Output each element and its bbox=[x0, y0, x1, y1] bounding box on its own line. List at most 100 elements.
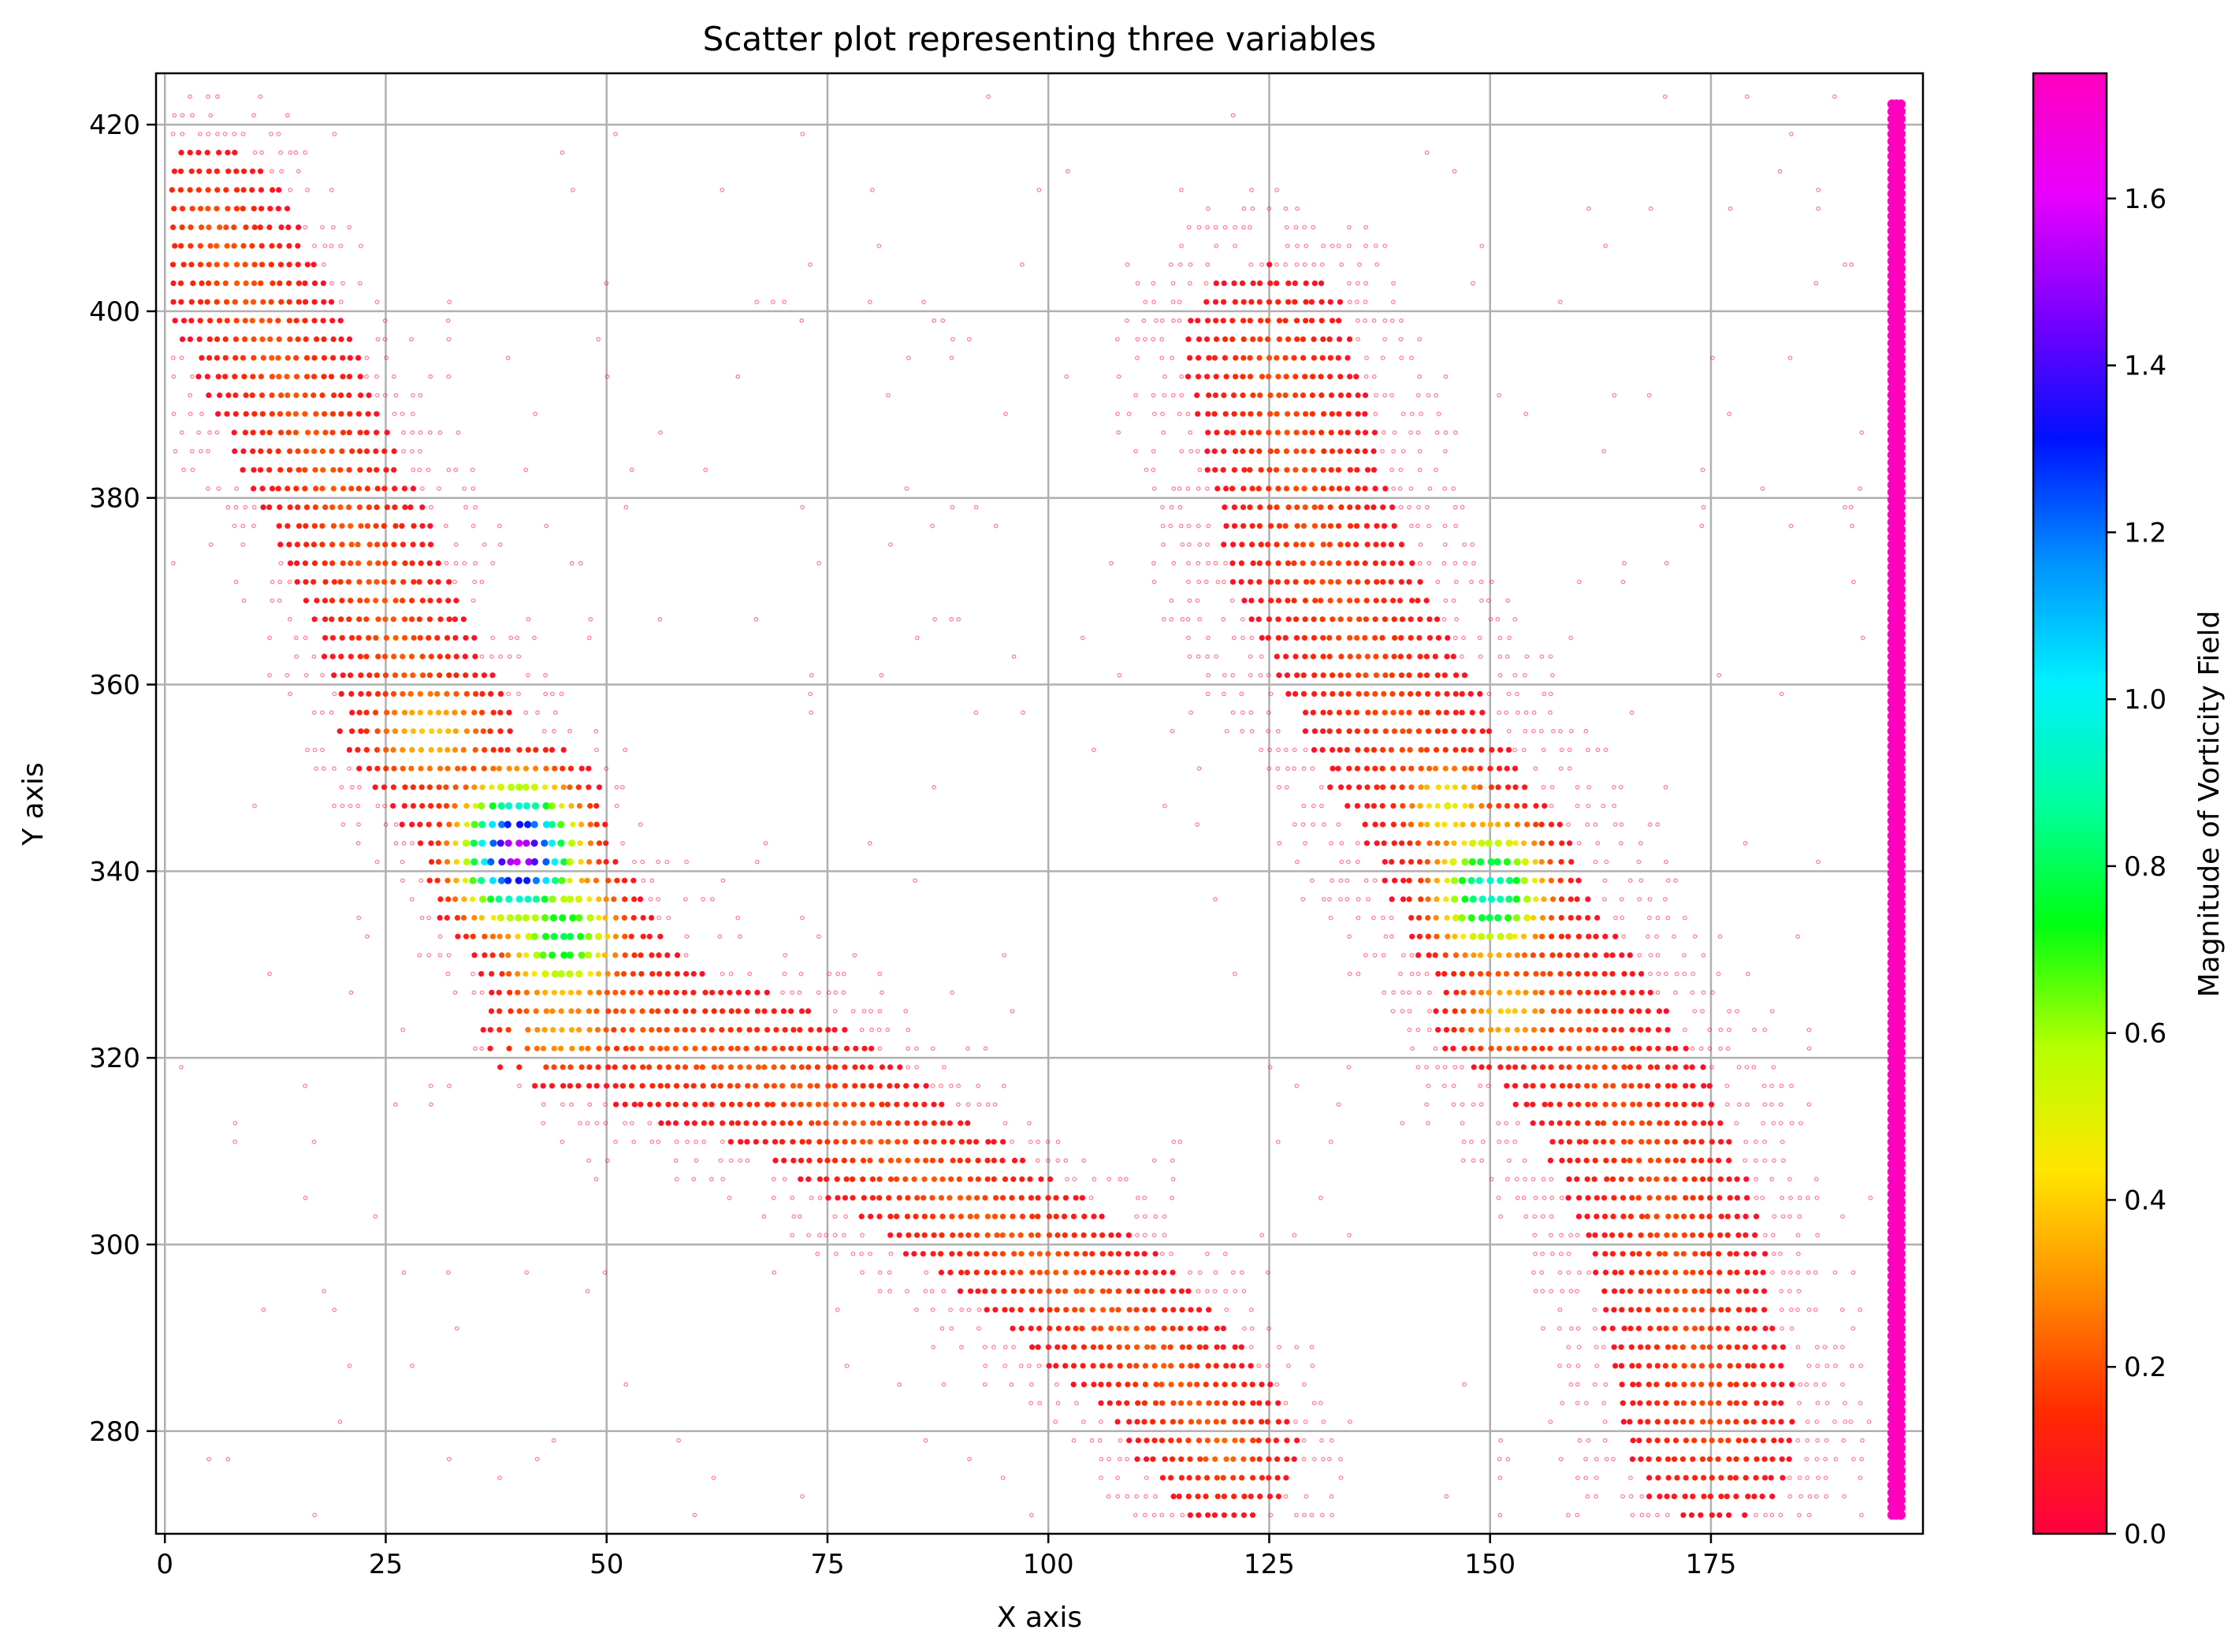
scatter-point bbox=[575, 989, 582, 995]
scatter-point bbox=[1442, 1065, 1448, 1070]
scatter-point bbox=[1663, 784, 1668, 790]
scatter-point bbox=[1585, 914, 1591, 921]
scatter-point bbox=[1379, 802, 1385, 809]
scatter-point bbox=[1259, 374, 1265, 380]
scatter-point bbox=[1399, 746, 1405, 753]
scatter-point bbox=[1718, 1139, 1724, 1145]
scatter-point bbox=[1003, 411, 1008, 417]
scatter-point bbox=[1646, 1288, 1653, 1294]
scatter-point bbox=[1213, 1419, 1219, 1425]
scatter-point bbox=[303, 504, 310, 511]
scatter-point bbox=[1896, 659, 1906, 669]
scatter-point bbox=[1787, 1177, 1792, 1181]
scatter-point bbox=[1575, 971, 1581, 977]
scatter-point bbox=[1506, 691, 1512, 697]
scatter-point bbox=[329, 541, 336, 548]
scatter-point bbox=[1575, 877, 1582, 884]
scatter-point bbox=[782, 1027, 788, 1033]
scatter-point bbox=[1664, 1232, 1670, 1238]
scatter-point bbox=[489, 784, 495, 791]
scatter-point bbox=[198, 224, 205, 230]
scatter-point bbox=[876, 1213, 883, 1219]
scatter-point bbox=[338, 244, 344, 248]
scatter-point bbox=[664, 859, 670, 865]
scatter-point bbox=[587, 821, 593, 828]
scatter-point bbox=[1099, 1363, 1106, 1369]
scatter-point bbox=[463, 802, 470, 809]
scatter-point bbox=[1434, 728, 1441, 735]
scatter-point bbox=[513, 858, 521, 866]
scatter-point bbox=[861, 1045, 868, 1051]
scatter-point bbox=[1274, 411, 1280, 417]
scatter-point bbox=[1443, 448, 1448, 454]
scatter-point bbox=[1548, 1064, 1554, 1070]
scatter-point bbox=[1345, 709, 1352, 716]
scatter-point bbox=[567, 1083, 573, 1089]
scatter-point bbox=[1655, 953, 1661, 958]
scatter-point bbox=[1461, 672, 1467, 679]
scatter-point bbox=[487, 895, 495, 903]
scatter-point bbox=[1452, 913, 1460, 922]
scatter-point bbox=[478, 876, 485, 884]
scatter-point bbox=[1576, 1027, 1583, 1033]
scatter-point bbox=[1728, 1382, 1734, 1388]
scatter-point bbox=[1672, 1269, 1679, 1276]
scatter-point bbox=[331, 225, 336, 230]
scatter-point bbox=[463, 672, 469, 679]
scatter-point bbox=[1778, 1400, 1784, 1406]
scatter-point bbox=[761, 1214, 767, 1219]
scatter-point bbox=[1647, 1064, 1654, 1070]
scatter-point bbox=[381, 448, 388, 455]
scatter-point bbox=[897, 1382, 902, 1387]
scatter-point bbox=[1681, 1120, 1687, 1126]
scatter-point bbox=[329, 597, 336, 604]
scatter-point bbox=[1418, 784, 1424, 791]
scatter-point bbox=[384, 430, 390, 436]
scatter-point bbox=[497, 728, 504, 735]
scatter-point bbox=[1734, 1121, 1739, 1126]
scatter-point bbox=[1485, 839, 1493, 847]
scatter-point bbox=[816, 934, 821, 939]
scatter-point bbox=[842, 1064, 848, 1070]
scatter-point bbox=[428, 840, 434, 846]
scatter-point bbox=[1851, 1457, 1856, 1462]
scatter-point bbox=[1575, 1382, 1580, 1387]
scatter-point bbox=[1426, 393, 1431, 398]
scatter-point bbox=[1406, 728, 1412, 735]
scatter-point bbox=[754, 300, 759, 304]
scatter-point bbox=[1497, 989, 1503, 995]
scatter-point bbox=[1754, 1512, 1758, 1518]
scatter-point bbox=[427, 690, 433, 698]
scatter-point bbox=[769, 1101, 776, 1107]
scatter-point bbox=[1646, 1176, 1652, 1182]
scatter-point bbox=[1842, 1494, 1847, 1499]
scatter-point bbox=[1602, 1269, 1609, 1276]
scatter-point bbox=[285, 486, 291, 492]
scatter-point bbox=[761, 1045, 768, 1051]
scatter-point bbox=[914, 1195, 921, 1201]
scatter-point bbox=[1797, 1214, 1802, 1219]
scatter-point bbox=[640, 933, 646, 939]
scatter-point bbox=[452, 616, 459, 623]
scatter-point bbox=[374, 579, 380, 585]
scatter-point bbox=[1009, 1269, 1015, 1276]
scatter-point bbox=[594, 932, 603, 940]
scatter-point bbox=[1673, 1400, 1680, 1406]
scatter-point bbox=[816, 1139, 823, 1145]
scatter-point bbox=[1275, 299, 1281, 305]
scatter-point bbox=[647, 1101, 653, 1107]
scatter-point bbox=[400, 746, 406, 753]
scatter-point bbox=[312, 1512, 318, 1518]
scatter-point bbox=[1603, 244, 1608, 248]
scatter-point bbox=[506, 1045, 512, 1051]
scatter-point bbox=[311, 541, 317, 548]
scatter-point bbox=[409, 897, 415, 902]
scatter-point bbox=[1471, 1102, 1476, 1107]
scatter-point bbox=[1734, 1269, 1740, 1276]
scatter-point bbox=[1655, 1083, 1661, 1089]
scatter-point bbox=[1727, 1475, 1733, 1481]
scatter-point bbox=[1628, 1008, 1635, 1014]
scatter-point bbox=[737, 1064, 743, 1070]
scatter-point bbox=[1583, 971, 1590, 977]
scatter-point bbox=[1363, 244, 1368, 248]
